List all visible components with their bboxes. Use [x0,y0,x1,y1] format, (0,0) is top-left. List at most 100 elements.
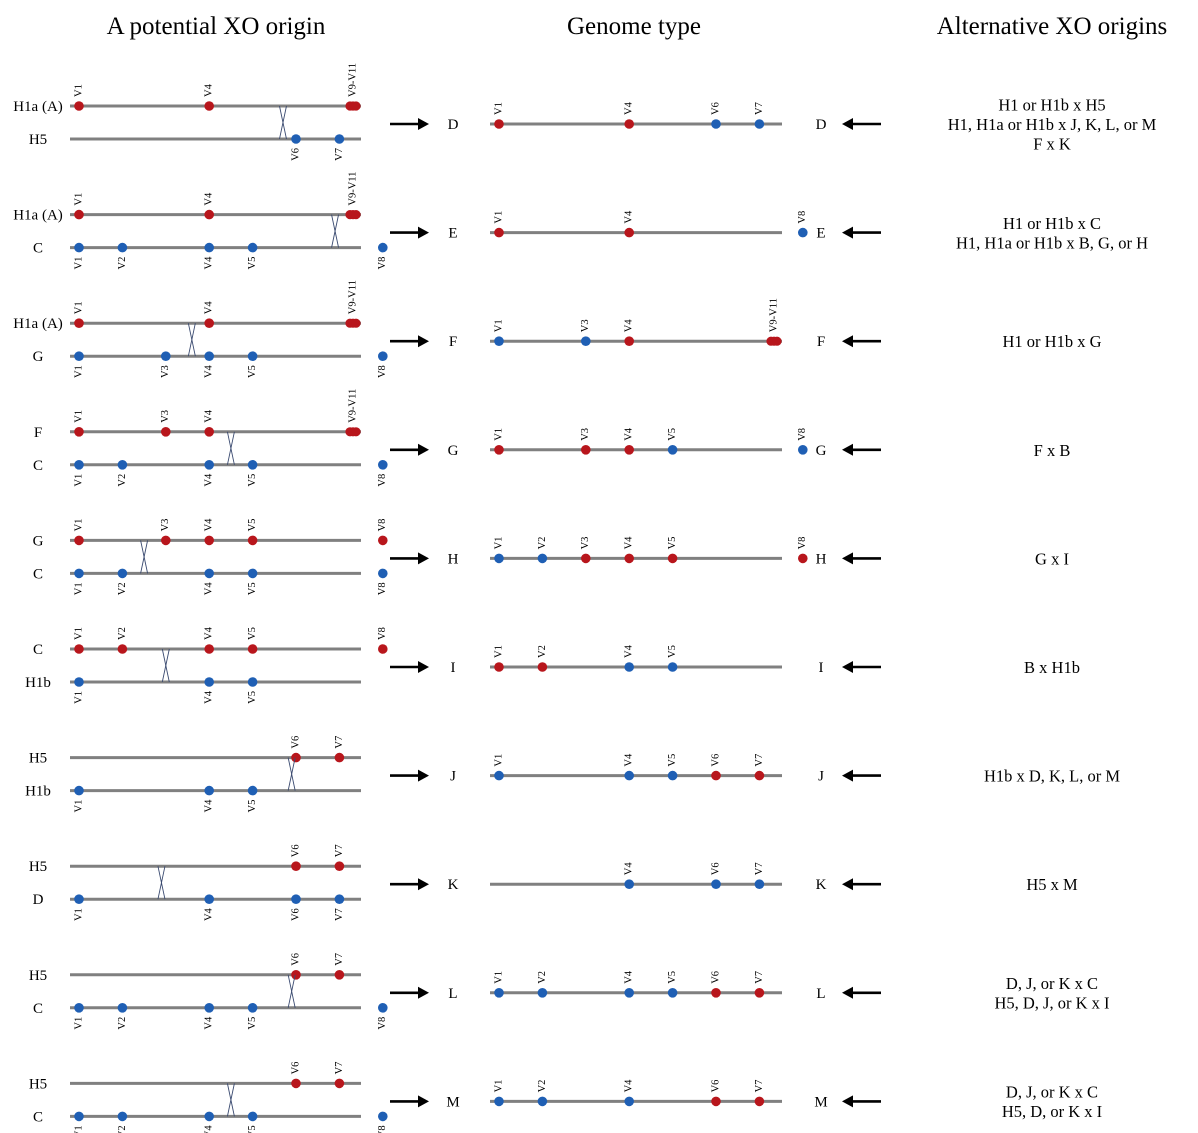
row-f-alternative-1: H1 or H1b x G [1003,332,1102,351]
row-m-result-marker-v2 [537,1096,548,1107]
row-j-result-marker-v4 [624,770,634,781]
row-m-result-label-v4: V4 [624,1079,635,1093]
row-j-arrow-right-head [418,769,429,782]
row-m-bottom-marker-v4 [204,1111,214,1122]
row-j-result-label-v4: V4 [624,753,635,767]
row-h-top-marker-v1 [74,535,84,546]
row-f-result-label-v3: V3 [580,319,591,332]
row-l-bottom-label-v4: V4 [204,1016,215,1030]
row-i-top-label-v1: V1 [73,627,84,640]
row-m-result-label-v1: V1 [493,1080,504,1093]
row-d-result-marker-v6 [711,119,721,129]
row-h-bottom-label-v2: V2 [117,582,128,595]
row-m-result-label-v7: V7 [754,1080,765,1093]
row-l-alternative-1: D, J, or K x C [1006,974,1098,993]
row-f-bottom-marker-v5 [247,351,258,362]
row-d-result-label-v1: V1 [493,102,504,115]
row-d-genome-label: D [448,117,459,133]
row-g-bottom-label-v4: V4 [204,473,215,487]
row-m-bottom-label-v5: V5 [247,1125,258,1133]
row-m-result-label-v6: V6 [710,1080,721,1093]
row-e-bottom-label-v2: V2 [117,257,128,270]
row-k-top-label-v7: V7 [334,844,345,857]
row-j-result-marker-v6 [711,770,721,781]
row-i-result-marker-v4 [624,662,634,672]
row-m-bottom-label-v4: V4 [204,1125,215,1133]
row-h-arrow-right-head [418,552,429,565]
header-potential-xo-origin: A potential XO origin [107,13,326,40]
row-m-top-parent-name: H5 [29,1076,47,1092]
row-g-top-label-v1: V1 [73,410,84,423]
row-l-top-label-v6: V6 [290,953,301,966]
row-l-result-marker-v1 [494,988,504,998]
row-k-result-marker-v4 [624,879,634,889]
row-g-bottom-label-v2: V2 [117,474,128,487]
row-g-result-marker-v1 [494,445,504,455]
row-j-result-label-v5: V5 [667,754,678,767]
row-k-result-label-v4: V4 [624,862,635,876]
row-h-crossover-b [140,540,149,574]
row-e-top-marker-v9-v11-dot2 [351,210,361,220]
row-e-genome-label-right: E [816,226,825,242]
row-k-top-marker-v7 [334,861,345,871]
row-g: F C V1 V3 V4 V9-V11 V1 V2 V4 V5 V8 G V1 V3 V4 V5 V8 G F x … [33,389,1070,487]
row-d-result-marker-v4 [624,119,634,129]
row-g-result-label-v4: V4 [624,427,635,441]
row-l-bottom-marker-v4 [204,1003,214,1013]
row-k-bottom-label-v4: V4 [204,907,215,921]
row-k-top-parent-name: H5 [29,859,47,875]
row-l-result-label-v1: V1 [493,971,504,984]
row-g-result-label-v3: V3 [580,428,591,441]
row-f-arrow-left-head [842,335,853,348]
row-f-top-marker-v9-v11-dot2 [351,318,361,328]
row-i-arrow-right-head [418,661,429,673]
row-i-top-marker-v2 [117,644,128,654]
row-d-result-marker-v7 [754,119,765,129]
row-d-arrow-right-head [418,118,429,130]
row-m-genome-label: M [446,1094,459,1110]
row-e-result-marker-v1 [494,227,504,238]
row-i-top-marker-v1 [74,644,84,654]
row-g-top-marker-v4 [204,427,214,437]
row-d-genome-label-right: D [816,117,827,133]
row-f-genome-label-right: F [817,334,825,350]
row-d-top-marker-v4 [204,101,214,111]
row-m-alternative-2: H5, D, or K x I [1002,1102,1102,1121]
row-j-bottom-marker-v4 [204,785,214,796]
row-e-alternative-1: H1 or H1b x C [1003,214,1101,233]
row-k-arrow-right-head [418,878,429,891]
row-m-bottom-parent-name: C [33,1109,43,1125]
row-d-result-marker-v1 [494,119,504,129]
row-i-arrow-left-head [842,661,853,673]
row-f-bottom-marker-v1 [74,351,84,362]
row-h-result-label-v4: V4 [624,536,635,550]
row-h-top-label-v4: V4 [204,518,215,532]
row-i-top-marker-v4 [204,644,214,654]
row-h-result-label-v5: V5 [667,537,678,550]
row-g-result-label-v5: V5 [667,428,678,441]
row-d-top-marker-v1 [74,101,84,111]
row-l-bottom-label-v8: V8 [377,1017,388,1030]
row-j-top-parent-name: H5 [29,751,47,767]
row-d-top-label-v1: V1 [73,84,84,97]
row-m-result-marker-v1 [494,1096,504,1107]
row-d-top-marker-v9-v11-dot2 [351,101,361,111]
row-e-bottom-label-v8: V8 [377,257,388,270]
row-k-crossover-b [157,866,166,900]
row-j-genome-label-right: J [818,769,824,785]
row-f-crossover-b [187,323,196,357]
row-e-top-label-v1: V1 [73,193,84,206]
row-f-top-marker-v4 [204,318,214,329]
row-e-top-marker-v1 [74,209,84,220]
row-m-alternative-1: D, J, or K x C [1006,1083,1098,1102]
row-m-bottom-marker-v2 [117,1111,128,1122]
row-g-top-label-v4: V4 [204,409,215,423]
row-h-result-marker-v4 [624,553,634,564]
row-m-bottom-label-v2: V2 [117,1125,128,1133]
row-h-genome-label-right: H [816,551,827,567]
row-j-result-marker-v5 [667,770,678,781]
row-l-result-label-v6: V6 [710,971,721,984]
row-f-top-parent-name: H1a (A) [13,316,63,332]
row-h-bottom-marker-v4 [204,568,214,579]
